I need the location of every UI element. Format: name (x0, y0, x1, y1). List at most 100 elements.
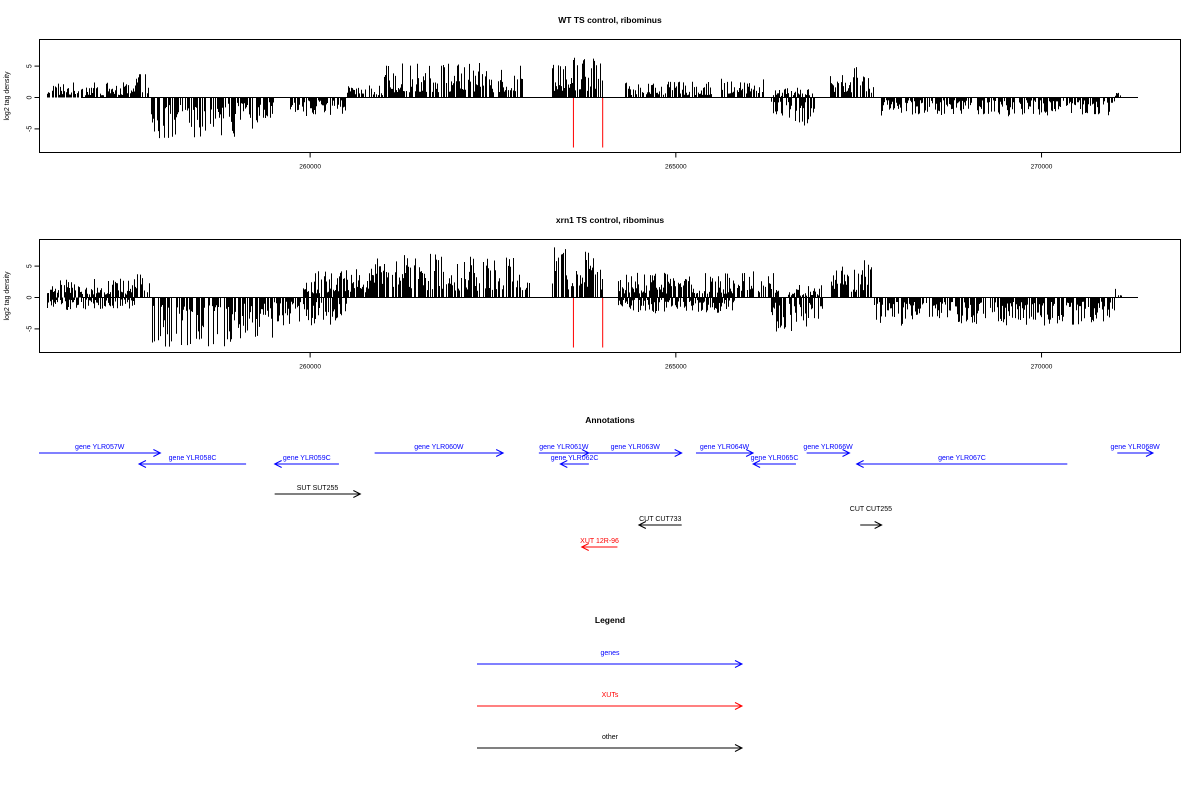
panel-wt-markers (572, 97, 604, 148)
p1-plus-bars-0 (47, 278, 135, 298)
annotations-title: Annotations (585, 415, 635, 425)
legend-item-other: other (477, 734, 744, 752)
p1-plus-bars-2 (303, 269, 369, 298)
annotation-label-6: gene YLR063W (611, 444, 661, 451)
annotation-label-2: gene YLR059C (283, 455, 331, 462)
legend-items: genes XUTs other (477, 650, 744, 752)
annotation-label-8: gene YLR065C (751, 455, 799, 462)
p1-xtick-label-1: 265000 (665, 364, 687, 371)
p0-minus-bars-0 (151, 97, 236, 139)
p1-minus-bars-4 (618, 297, 735, 314)
p0-plus-bars-7 (773, 87, 813, 98)
annotation-feature-13: CUT CUT733 (637, 516, 682, 529)
panel-xrn1-ylabel: log2 tag density (4, 271, 11, 321)
panel-wt-frame (39, 39, 1181, 153)
p1-plus-bars-6 (737, 271, 779, 298)
annotation-feature-5: gene YLR062C (551, 455, 599, 468)
annotation-0-arrowhead (153, 449, 162, 457)
panel-wt: WT TS control, ribominus log2 tag densit… (4, 15, 1181, 171)
panel-xrn1-bars (47, 247, 1122, 347)
p1-xtick-label-2: 270000 (1031, 364, 1053, 371)
p0-plus-bars-2 (347, 85, 383, 98)
annotation-feature-10: gene YLR067C (855, 455, 1068, 468)
annotation-11-arrowhead (1145, 449, 1155, 457)
panel-wt-title: WT TS control, ribominus (558, 15, 662, 25)
p0-plus-bars-5 (625, 81, 712, 98)
p0-plus-bars-9 (1115, 92, 1121, 98)
panel-xrn1-x-axis: 260000 265000 270000 (299, 352, 1053, 371)
p0-minus-bars-1 (237, 97, 274, 129)
annotation-label-10: gene YLR067C (938, 455, 986, 462)
legend: Legend genes XUTs other (477, 615, 744, 752)
legend-label-0: genes (600, 650, 620, 657)
annotation-2-arrowhead (273, 460, 282, 468)
annotation-feature-7: gene YLR064W (695, 444, 755, 457)
p1-plus-bars-7 (788, 285, 822, 298)
annotation-feature-11: gene YLR068W (1110, 444, 1160, 457)
panel-wt-bars (47, 57, 1121, 139)
legend-1-arrowhead (734, 702, 744, 710)
legend-item-xuts: XUTs (477, 692, 744, 710)
annotation-3-arrowhead (495, 449, 505, 457)
annotation-7-arrowhead (745, 449, 755, 457)
annotation-15-arrowhead (580, 543, 589, 551)
p1-plus-bars-3 (369, 253, 530, 298)
annotation-feature-2: gene YLR059C (273, 455, 339, 468)
annotation-label-13: CUT CUT733 (639, 516, 681, 523)
annotation-feature-0: gene YLR057W (39, 444, 162, 457)
annotation-feature-12: SUT SUT255 (274, 485, 362, 498)
annotation-label-1: gene YLR058C (169, 455, 217, 462)
p1-ytick-label-1: 0 (27, 295, 34, 299)
p0-plus-bars-8 (830, 67, 874, 98)
panel-wt-y-axis: -5 0 5 (27, 64, 40, 132)
annotation-6-arrowhead (674, 449, 683, 457)
annotation-13-arrowhead (637, 521, 647, 529)
annotation-features: gene YLR057W gene YLR058C gene YLR059C gene… (39, 444, 1160, 551)
p0-plus-bars-4 (552, 57, 603, 98)
annotation-label-3: gene YLR060W (414, 444, 464, 451)
legend-label-1: XUTs (602, 692, 619, 699)
legend-title: Legend (595, 615, 625, 625)
p0-xtick-label-0: 260000 (299, 164, 321, 171)
legend-item-genes: genes (477, 650, 744, 668)
annotation-label-5: gene YLR062C (551, 455, 599, 462)
p1-minus-bars-1 (152, 297, 236, 347)
panel-xrn1-title: xrn1 TS control, ribominus (556, 215, 664, 225)
p1-plus-bars-5 (618, 272, 735, 298)
annotation-10-arrowhead (855, 460, 864, 468)
annotation-label-0: gene YLR057W (75, 444, 125, 451)
panel-xrn1: xrn1 TS control, ribominus log2 tag dens… (4, 215, 1181, 371)
p0-ytick-label-0: -5 (27, 126, 34, 132)
p0-plus-bars-0 (47, 82, 135, 98)
legend-label-2: other (602, 734, 619, 741)
annotation-label-12: SUT SUT255 (297, 485, 339, 492)
panel-xrn1-markers (572, 297, 604, 348)
annotation-feature-1: gene YLR058C (137, 455, 247, 468)
annotation-feature-14: CUT CUT255 (850, 506, 892, 529)
legend-0-arrowhead (734, 660, 744, 668)
annotation-label-7: gene YLR064W (700, 444, 750, 451)
p1-minus-bars-0 (47, 297, 135, 310)
panel-wt-ylabel: log2 tag density (4, 71, 11, 121)
p0-ytick-label-2: 5 (27, 64, 34, 68)
p1-plus-bars-9 (1115, 288, 1122, 298)
p1-ytick-label-2: 5 (27, 264, 34, 268)
p0-plus-bars-6 (721, 78, 764, 98)
p1-minus-bars-5 (771, 297, 823, 332)
legend-2-arrowhead (734, 744, 744, 752)
annotation-12-arrowhead (353, 490, 362, 498)
panel-xrn1-y-axis: -5 0 5 (27, 264, 40, 332)
p1-xtick-label-0: 260000 (299, 364, 321, 371)
annotation-label-11: gene YLR068W (1110, 444, 1160, 451)
annotation-5-arrowhead (559, 460, 568, 468)
annotation-feature-15: XUT 12R-96 (580, 538, 619, 551)
p0-xtick-label-2: 270000 (1031, 164, 1053, 171)
annotation-9-arrowhead (842, 449, 851, 457)
annotation-8-arrowhead (751, 460, 761, 468)
p1-plus-bars-4 (552, 247, 603, 298)
p1-minus-bars-3 (274, 297, 347, 326)
annotation-14-arrowhead (874, 521, 883, 529)
annotation-label-15: XUT 12R-96 (580, 538, 619, 545)
panel-xrn1-frame (39, 239, 1181, 353)
